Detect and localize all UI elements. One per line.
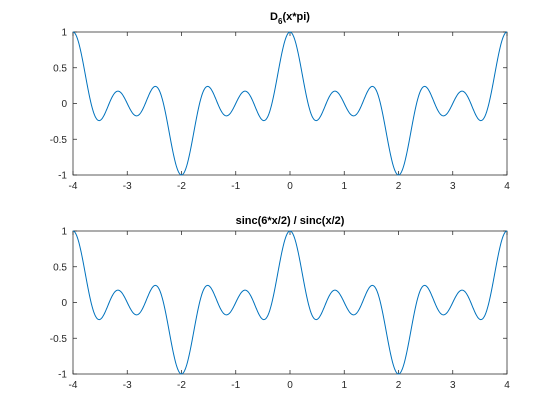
top-plot-x-tick-label: 2	[396, 181, 402, 192]
top-plot-x-tick-label: 3	[450, 181, 456, 192]
top-plot-x-tick-label: -2	[177, 181, 186, 192]
top-plot-x-tick-label: 1	[341, 181, 347, 192]
bottom-plot-x-tick-label: -2	[177, 380, 186, 391]
top-plot: D6(x*pi) -4 -3 -2 -1 0 1 2 3 4 -1 -0.5 0 0.5 1	[50, 11, 510, 192]
top-plot-x-tick-label: 4	[504, 181, 510, 192]
bottom-plot-x-tick-label: 3	[450, 380, 456, 391]
bottom-plot-series-line	[72, 230, 508, 375]
top-plot-x-tick-label: -3	[123, 181, 132, 192]
bottom-plot-y-tick-label: -0.5	[50, 334, 68, 345]
bottom-plot-title: sinc(6*x/2) / sinc(x/2)	[236, 215, 345, 227]
top-plot-y-tick-label: 0.5	[53, 63, 67, 74]
top-plot-y-tick-label: -1	[58, 171, 67, 182]
bottom-plot: sinc(6*x/2) / sinc(x/2) -4 -3 -2 -1 0 1 2 3 4 -1 -…	[50, 215, 510, 391]
bottom-plot-y-tick-label: 1	[61, 227, 67, 238]
bottom-plot-x-tick-label: 0	[287, 380, 293, 391]
bottom-plot-x-tick-label: -3	[123, 380, 132, 391]
bottom-plot-x-tick-label: 1	[341, 380, 347, 391]
bottom-plot-y-tick-label: 0	[61, 298, 67, 309]
top-plot-axes-box	[72, 31, 508, 176]
top-plot-x-tick-label: 0	[287, 181, 293, 192]
bottom-plot-x-tick-label: 2	[396, 380, 402, 391]
bottom-plot-x-tick-label: -4	[69, 380, 78, 391]
bottom-plot-x-tick-label: 4	[504, 380, 510, 391]
bottom-plot-axes-box	[72, 230, 508, 375]
top-plot-y-tick-label: 0	[61, 99, 67, 110]
top-plot-x-tick-label: -1	[231, 181, 240, 192]
top-plot-title: D6(x*pi)	[270, 11, 310, 26]
top-plot-series-line	[72, 31, 508, 176]
bottom-plot-y-tick-label: -1	[58, 370, 67, 381]
top-plot-y-tick-label: -0.5	[50, 135, 68, 146]
bottom-plot-y-tick-label: 0.5	[53, 262, 67, 273]
bottom-plot-x-tick-label: -1	[231, 380, 240, 391]
top-plot-x-tick-label: -4	[69, 181, 78, 192]
top-plot-y-tick-label: 1	[61, 28, 67, 39]
